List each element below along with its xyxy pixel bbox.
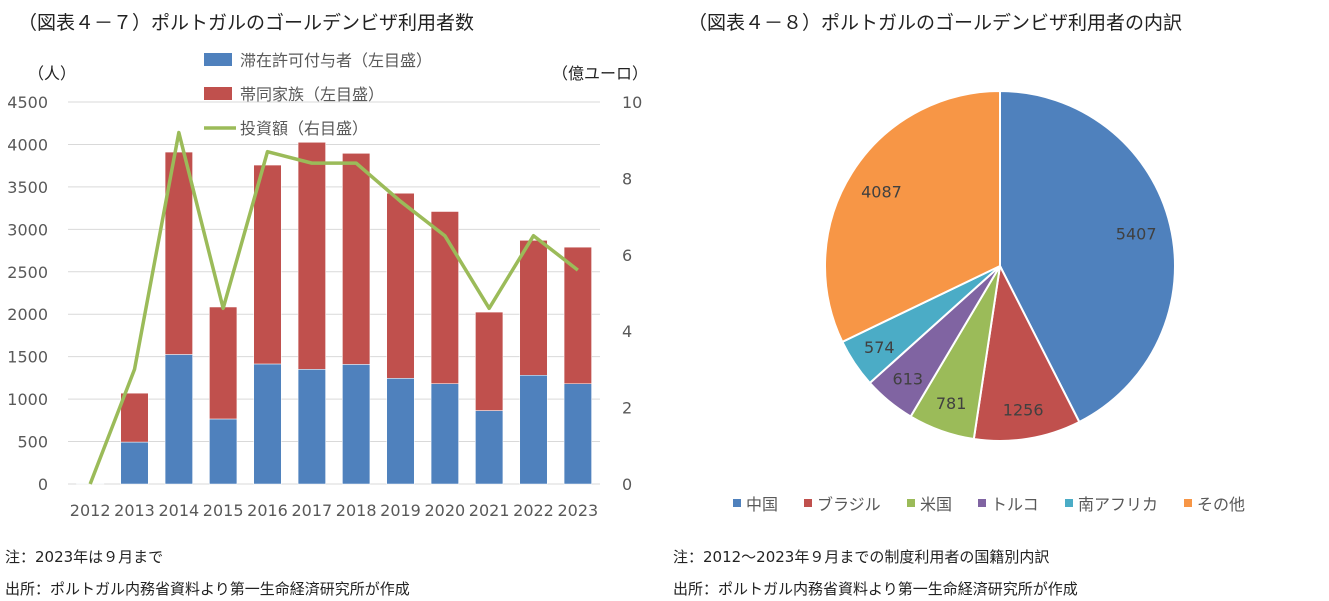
pie-slice [824, 89, 1001, 344]
legend-swatch [1184, 499, 1192, 507]
pie-data-label: 781 [936, 394, 967, 413]
legend-label: ブラジル [817, 495, 881, 514]
legend-label: 南アフリカ [1078, 495, 1158, 514]
legend-label: 帯同家族（左目盛） [240, 85, 384, 104]
y-tick-label: 3000 [7, 220, 48, 239]
y2-tick-label: 8 [622, 169, 632, 188]
legend-label: 投資額（右目盛） [240, 119, 368, 138]
x-tick-label: 2021 [469, 501, 510, 520]
bar-segment [563, 246, 592, 384]
pie-data-label: 4087 [861, 182, 902, 201]
y-tick-label: 1500 [7, 348, 48, 367]
bar-segment [386, 378, 415, 485]
y2-tick-label: 0 [622, 475, 632, 494]
bar-segment [209, 306, 238, 420]
investment-line [88, 130, 579, 485]
legend-label: 中国 [746, 495, 778, 514]
y2-tick-label: 10 [622, 93, 642, 112]
left-source: 出所：ポルトガル内務省資料より第一生命経済研究所が作成 [5, 580, 410, 598]
bar-segment [120, 392, 149, 443]
bar-segment [209, 418, 238, 485]
legend-swatch [804, 499, 812, 507]
legend-swatch [907, 499, 915, 507]
pie-slice [999, 89, 1176, 424]
y-tick-label: 4500 [7, 93, 48, 112]
y-tick-label: 2000 [7, 305, 48, 324]
bar-segment [519, 240, 548, 376]
bar-segment [164, 151, 193, 355]
pie-data-label: 574 [864, 338, 895, 357]
legend-swatch [204, 87, 232, 100]
y-tick-label: 3500 [7, 178, 48, 197]
x-tick-label: 2016 [247, 501, 288, 520]
bar-segment [519, 375, 548, 485]
legend-swatch [733, 499, 741, 507]
x-tick-label: 2019 [380, 501, 421, 520]
y2-tick-label: 4 [622, 322, 632, 341]
bar-segment [563, 383, 592, 485]
x-tick-label: 2023 [557, 501, 598, 520]
pie-data-label: 5407 [1116, 224, 1157, 243]
y-tick-label: 0 [38, 475, 48, 494]
left-note: 注：2023年は９月まで [5, 548, 164, 566]
x-tick-label: 2018 [336, 501, 377, 520]
bar-segment [297, 369, 326, 485]
legend-label: その他 [1197, 495, 1245, 514]
left-axis-unit: （人） [28, 64, 77, 83]
legend-label: 米国 [920, 495, 952, 514]
pie-data-label: 613 [893, 369, 924, 388]
x-tick-label: 2015 [203, 501, 244, 520]
x-tick-label: 2017 [291, 501, 332, 520]
legend-label: 滞在許可付与者（左目盛） [240, 51, 432, 70]
legend-swatch [1065, 499, 1073, 507]
y2-tick-label: 2 [622, 399, 632, 418]
y-tick-label: 4000 [7, 135, 48, 154]
bar-segment [253, 164, 282, 365]
pie-slice [972, 262, 1081, 442]
right-axis-unit: （億ユーロ） [552, 64, 649, 83]
y2-tick-label: 6 [622, 246, 632, 265]
bar-segment [120, 441, 149, 485]
y-tick-label: 1000 [7, 390, 48, 409]
bar-segment [475, 311, 504, 411]
pie-chart-title: （図表４－８）ポルトガルのゴールデンビザ利用者の内訳 [688, 12, 1183, 34]
bar-segment [342, 153, 371, 365]
bar-segment [430, 211, 459, 384]
x-tick-label: 2014 [158, 501, 199, 520]
right-source: 出所：ポルトガル内務省資料より第一生命経済研究所が作成 [673, 580, 1078, 598]
x-tick-label: 2013 [114, 501, 155, 520]
right-note: 注：2012～2023年９月までの制度利用者の国籍別内訳 [673, 548, 1050, 566]
bar-segment [430, 383, 459, 485]
x-tick-label: 2022 [513, 501, 554, 520]
x-tick-label: 2012 [70, 501, 111, 520]
y-tick-label: 2500 [7, 263, 48, 282]
legend-swatch [978, 499, 986, 507]
y-tick-label: 500 [17, 433, 48, 452]
x-tick-label: 2020 [424, 501, 465, 520]
bar-segment [386, 193, 415, 379]
bar-chart-title: （図表４－７）ポルトガルのゴールデンビザ利用者数 [18, 12, 475, 34]
legend-swatch [204, 53, 232, 66]
pie-data-label: 1256 [1003, 400, 1044, 419]
bar-segment [342, 364, 371, 485]
bar-segment [297, 142, 326, 370]
bar-segment [475, 410, 504, 485]
bar-segment [164, 354, 193, 485]
legend-label: トルコ [991, 495, 1039, 514]
bar-segment [253, 363, 282, 485]
